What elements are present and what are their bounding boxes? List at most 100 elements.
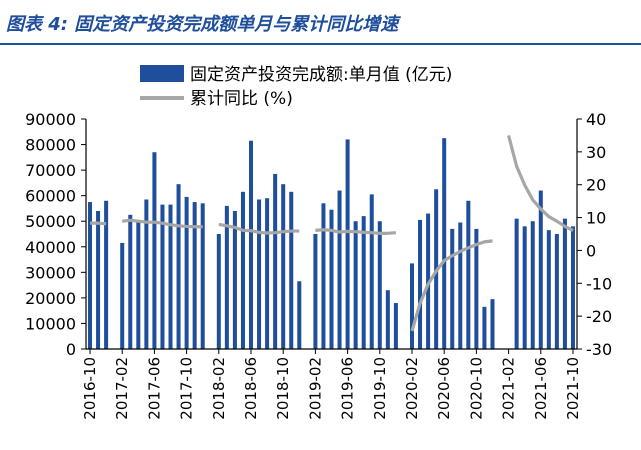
bar-2021-07: [546, 230, 551, 349]
x-axis-ticks: 2016-10 2017-02 2017-06 2017-10 2018-02 2018-…: [81, 349, 582, 420]
left-tick-label: 90000: [25, 110, 76, 129]
x-tick-label: 2017-02: [113, 357, 131, 420]
figure-header: 图表 4: 固定资产投资完成额单月与累计同比增速: [0, 0, 641, 52]
bar-2020-11: [482, 306, 487, 349]
legend-label-line: 累计同比 (%): [190, 89, 293, 109]
left-tick-label: 20000: [25, 289, 76, 308]
x-tick-label: 2020-06: [435, 357, 453, 420]
bar-2019-08: [361, 216, 366, 349]
x-tick-label: 2020-10: [467, 357, 485, 420]
bar-2019-06: [345, 139, 350, 349]
bar-2019-07: [353, 221, 358, 349]
left-tick-label: 50000: [25, 212, 76, 231]
x-tick-label: 2016-10: [81, 357, 99, 420]
bar-2020-06: [442, 138, 447, 349]
right-tick-label: -20: [586, 307, 612, 326]
right-axis-ticks: -30 -20 -10 0 10 20 30 40: [577, 110, 612, 359]
right-tick-label: 30: [586, 143, 606, 162]
bar-2018-07: [257, 199, 262, 349]
bar-2018-02: [216, 234, 221, 349]
bar-2017-11: [192, 202, 197, 349]
bar-2017-07: [160, 204, 165, 349]
right-tick-label: 20: [586, 176, 606, 195]
x-tick-label: 2019-02: [306, 357, 324, 420]
bar-2020-10: [474, 228, 479, 349]
cumulative-yoy-line: [90, 135, 574, 332]
bar-2016-12: [104, 200, 109, 349]
bar-2018-12: [297, 281, 302, 349]
left-tick-label: 80000: [25, 136, 76, 155]
bar-2017-06: [152, 152, 157, 349]
bar-2017-09: [176, 184, 181, 349]
bar-2021-09: [562, 218, 567, 349]
x-tick-label: 2017-10: [178, 357, 196, 420]
bar-2020-12: [490, 299, 495, 349]
bar-2016-10: [88, 202, 93, 349]
left-tick-label: 30000: [25, 263, 76, 282]
chart-legend: 固定资产投资完成额:单月值 (亿元) 累计同比 (%): [140, 65, 452, 109]
right-tick-label: 0: [586, 241, 596, 260]
right-tick-label: 10: [586, 209, 606, 228]
legend-label-bar: 固定资产投资完成额:单月值 (亿元): [190, 65, 452, 85]
bar-2017-08: [168, 204, 173, 349]
bar-2016-11: [96, 211, 101, 349]
bar-2019-10: [377, 221, 382, 349]
x-tick-label: 2021-06: [532, 357, 550, 420]
bar-2017-02: [120, 242, 125, 349]
bar-2019-12: [393, 303, 398, 349]
bar-2021-05: [530, 221, 535, 349]
bar-2019-02: [313, 234, 318, 349]
x-tick-label: 2018-02: [210, 357, 228, 420]
bar-2021-04: [522, 226, 527, 349]
bar-2018-04: [232, 211, 237, 349]
left-tick-label: 40000: [25, 238, 76, 257]
bar-series: [88, 138, 575, 349]
bar-2018-06: [249, 140, 254, 349]
bar-2019-03: [321, 203, 326, 349]
bar-2021-06: [538, 190, 543, 349]
bar-2018-05: [240, 191, 245, 349]
bar-2017-05: [144, 199, 149, 349]
bar-2021-08: [554, 234, 559, 349]
bar-2018-03: [224, 205, 229, 349]
bar-2020-07: [450, 228, 455, 349]
bar-2017-12: [200, 203, 205, 349]
bar-2019-09: [369, 194, 374, 349]
bar-2017-04: [136, 222, 141, 349]
bar-2018-09: [273, 173, 278, 349]
bar-2018-08: [265, 198, 270, 349]
bar-2018-11: [289, 191, 294, 349]
left-tick-label: 10000: [25, 314, 76, 333]
chart-axes: [85, 119, 578, 350]
x-tick-label: 2018-10: [274, 357, 292, 420]
line-series: [90, 135, 574, 332]
x-tick-label: 2019-06: [339, 357, 357, 420]
left-tick-label: 0: [66, 340, 76, 359]
bar-2020-09: [466, 200, 471, 349]
legend-swatch-bar: [140, 65, 184, 82]
figure-title: 图表 4: 固定资产投资完成额单月与累计同比增速: [6, 14, 399, 35]
x-tick-label: 2021-10: [564, 357, 582, 420]
bar-2017-10: [184, 196, 189, 349]
bar-2018-10: [281, 184, 286, 349]
left-axis-ticks: 0 10000 20000 30000 40000 50000 60000 70000 8000…: [25, 110, 86, 359]
bar-2021-03: [514, 218, 519, 349]
right-tick-label: -30: [586, 340, 612, 359]
bar-2020-02: [409, 263, 414, 349]
bar-2019-05: [337, 190, 342, 349]
bar-2020-03: [418, 219, 423, 349]
bar-2019-04: [329, 209, 334, 349]
title-divider: [0, 43, 641, 45]
x-tick-label: 2020-02: [403, 357, 421, 420]
bar-2021-10: [570, 226, 575, 349]
left-tick-label: 70000: [25, 161, 76, 180]
x-tick-label: 2019-10: [371, 357, 389, 420]
left-tick-label: 60000: [25, 187, 76, 206]
bar-2020-08: [458, 222, 463, 349]
bar-2017-03: [128, 214, 133, 349]
x-tick-label: 2018-06: [242, 357, 260, 420]
x-tick-label: 2021-02: [500, 357, 518, 420]
bar-2019-11: [385, 290, 390, 349]
right-tick-label: 40: [586, 110, 606, 129]
